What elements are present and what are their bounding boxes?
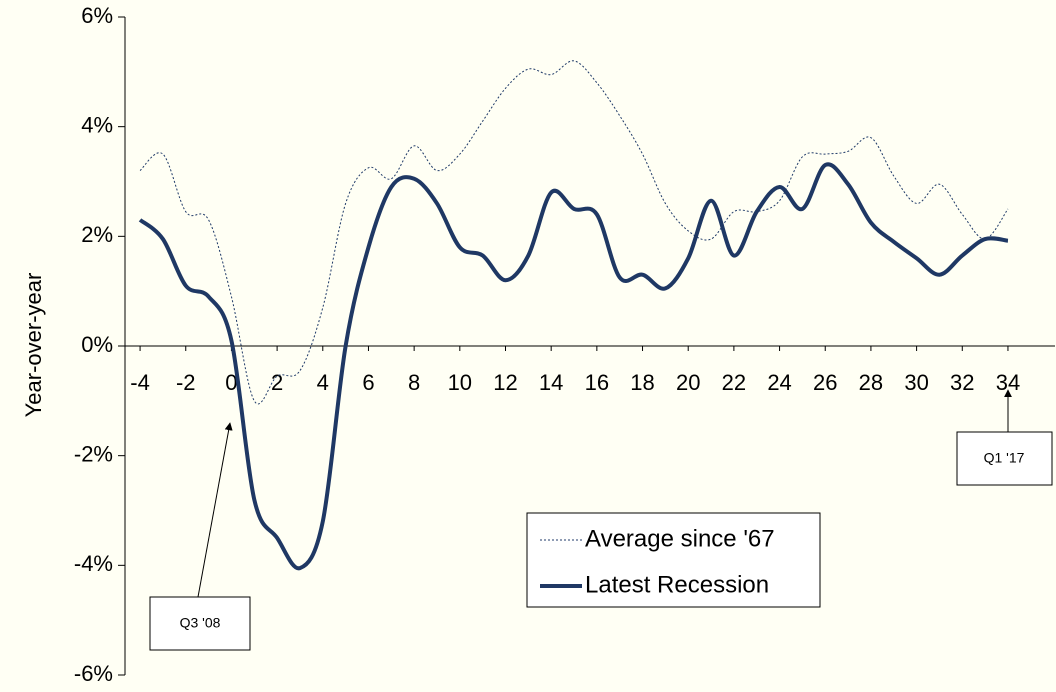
x-tick-label: 32 xyxy=(950,370,974,395)
line-series xyxy=(138,162,1009,571)
x-tick-label: 0 xyxy=(225,370,237,395)
x-tick-label: -4 xyxy=(130,370,150,395)
x-tick-label: 14 xyxy=(539,370,563,395)
annotation-box xyxy=(149,596,251,651)
x-tick-label: 30 xyxy=(904,370,928,395)
x-tick-label: 22 xyxy=(722,370,746,395)
y-tick-label: -6% xyxy=(74,661,113,686)
y-tick-label: 2% xyxy=(81,222,113,247)
x-tick-label: 12 xyxy=(493,370,517,395)
y-tick-label: 6% xyxy=(81,3,113,28)
x-tick-label: 16 xyxy=(585,370,609,395)
annotation-box xyxy=(956,431,1053,486)
x-tick-label: 24 xyxy=(767,370,791,395)
x-tick-label: 2 xyxy=(271,370,283,395)
legend xyxy=(526,512,821,608)
x-tick-label: 4 xyxy=(317,370,329,395)
x-tick-label: 34 xyxy=(996,370,1020,395)
annotation: Q1 '17 xyxy=(984,450,1025,466)
y-tick-label: -2% xyxy=(74,441,113,466)
y-axis-label: Year-over-year xyxy=(21,273,46,418)
y-tick-label: -4% xyxy=(74,551,113,576)
x-tick-label: 6 xyxy=(362,370,374,395)
x-tick-label: 20 xyxy=(676,370,700,395)
x-tick-label: -2 xyxy=(176,370,196,395)
x-tick-label: 10 xyxy=(448,370,472,395)
annotation: Q3 '08 xyxy=(180,615,221,631)
x-tick-label: 18 xyxy=(630,370,654,395)
y-tick-label: 4% xyxy=(81,112,113,137)
legend-label: Average since '67 xyxy=(585,525,775,552)
x-tick-label: 8 xyxy=(408,370,420,395)
y-tick-label: 0% xyxy=(81,332,113,357)
legend-label: Latest Recession xyxy=(585,571,769,598)
x-tick-label: 26 xyxy=(813,370,837,395)
x-tick-label: 28 xyxy=(859,370,883,395)
annotation-arrow xyxy=(197,422,233,598)
